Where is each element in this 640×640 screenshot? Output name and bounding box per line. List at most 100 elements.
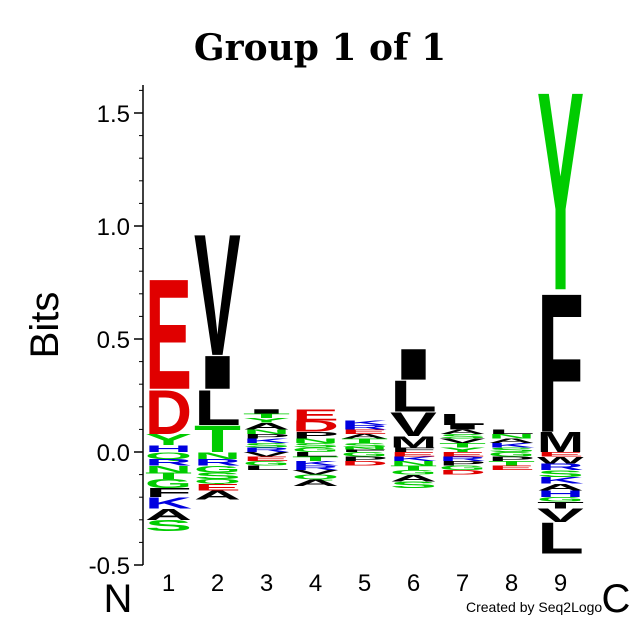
logo-letter-t: T <box>537 500 584 511</box>
logo-letter-n: N <box>292 437 339 444</box>
x-tick-label: 1 <box>162 570 175 597</box>
logo-letter-r: R <box>341 424 388 431</box>
logo-letter-g: G <box>439 464 486 471</box>
logo-letter-t: T <box>488 460 535 467</box>
x-tick-label: 2 <box>211 570 224 597</box>
logo-letter-d: D <box>292 418 339 436</box>
logo-letter-k: K <box>292 460 339 467</box>
logo-letter-y: Y <box>439 446 486 453</box>
logo-letter-k: K <box>145 495 192 513</box>
logo-letter-s: S <box>194 470 241 481</box>
logo-letter-q: Q <box>292 474 339 481</box>
logo-letter-k: K <box>341 419 388 426</box>
logo-letter-e: E <box>292 406 339 424</box>
x-tick-label: 4 <box>309 570 322 597</box>
logo-letter-a: A <box>243 421 290 432</box>
logo-letter-l: L <box>194 379 241 436</box>
y-tick-label: 1.5 <box>97 101 130 128</box>
y-tick-label: -0.5 <box>89 553 130 580</box>
logo-letter-h: H <box>537 489 584 500</box>
logo-letter-p: P <box>488 455 535 462</box>
logo-letter-g: G <box>488 451 535 458</box>
logo-letter-k: K <box>390 455 437 462</box>
n-terminus-label: N <box>104 577 133 621</box>
logo-letter-i: I <box>243 408 290 415</box>
logo-letter-n: N <box>341 447 388 451</box>
x-axis-ticks: 1 2 3 4 5 6 7 8 9 <box>162 570 567 597</box>
logo-letter-g: G <box>194 464 241 475</box>
logo-letter-i: I <box>439 424 486 431</box>
y-tick-label: 0.5 <box>97 327 130 354</box>
logo-letter-n: N <box>488 433 535 440</box>
logo-letter-s: S <box>439 433 486 440</box>
logo-letter-i: I <box>390 340 437 389</box>
logo-letter-e: E <box>537 451 584 458</box>
credit-text: Created by Seq2Logo <box>466 599 602 615</box>
logo-letter-q: Q <box>194 478 241 485</box>
logo-letter-e: E <box>194 482 241 493</box>
y-axis-label: Bits <box>23 292 67 359</box>
y-axis: -0.5 0.0 0.5 1.0 1.5 <box>89 85 144 580</box>
logo-letter-w: W <box>537 455 584 466</box>
logo-letter-e: E <box>488 464 535 471</box>
logo-letter-p: P <box>243 433 290 440</box>
y-tick-label: 1.0 <box>97 214 130 241</box>
logo-letter-l: L <box>292 451 339 458</box>
logo-letter-g: G <box>341 451 388 458</box>
logo-letter-p: P <box>341 455 388 462</box>
logo-letter-r: R <box>145 457 192 468</box>
logo-letter-l: L <box>439 411 486 429</box>
logo-letter-a: A <box>439 428 486 435</box>
logo-columns: HYDEQRNTGFKASTLIVNRGSQEARSKPNAYTIVEGLGSN… <box>145 33 585 564</box>
logo-letter-s: S <box>537 468 584 479</box>
chart-title: Group 1 of 1 <box>194 27 446 69</box>
logo-letter-n: N <box>243 428 290 435</box>
logo-letter-s: S <box>488 446 535 453</box>
logo-letter-t: T <box>439 442 486 449</box>
x-tick-label: 8 <box>505 570 518 597</box>
logo-letter-a: A <box>145 506 192 524</box>
logo-letter-e: E <box>243 455 290 462</box>
logo-letter-t: T <box>145 470 192 481</box>
logo-letter-n: N <box>194 450 241 461</box>
logo-letter-a: A <box>390 473 437 484</box>
y-tick-label: 0.0 <box>97 440 130 467</box>
logo-letter-t: T <box>292 455 339 462</box>
logo-letter-d: D <box>439 469 486 476</box>
logo-letter-l: L <box>537 514 584 563</box>
logo-letter-a: A <box>194 488 241 502</box>
logo-letter-s: S <box>390 479 437 490</box>
logo-letter-p: P <box>292 430 339 441</box>
logo-letter-s: S <box>145 517 192 535</box>
x-tick-label: 9 <box>554 570 567 597</box>
logo-letter-k: K <box>537 475 585 486</box>
logo-letter-i: I <box>194 346 241 399</box>
logo-letter-r: R <box>194 457 241 468</box>
logo-letter-t: T <box>243 412 290 419</box>
logo-letter-k: K <box>488 442 535 449</box>
logo-letter-e: E <box>390 451 437 458</box>
logo-letter-r: R <box>243 446 290 453</box>
logo-letter-q: Q <box>145 450 192 461</box>
logo-letter-v: V <box>292 469 339 476</box>
logo-letter-l: L <box>243 464 290 471</box>
logo-letter-d: D <box>145 377 192 448</box>
logo-letter-g: G <box>390 469 437 476</box>
logo-letter-t: T <box>390 464 437 471</box>
logo-letter-v: V <box>243 451 290 458</box>
logo-letter-f: F <box>537 252 584 474</box>
logo-letter-f: F <box>341 449 388 453</box>
logo-letter-l: L <box>390 372 437 421</box>
logo-letter-l: L <box>488 428 535 435</box>
logo-letter-g: G <box>537 496 584 503</box>
logo-letter-v: V <box>537 505 584 526</box>
logo-letter-e: E <box>145 245 192 422</box>
logo-letter-y: Y <box>537 33 584 350</box>
logo-letter-m: M <box>537 427 584 458</box>
